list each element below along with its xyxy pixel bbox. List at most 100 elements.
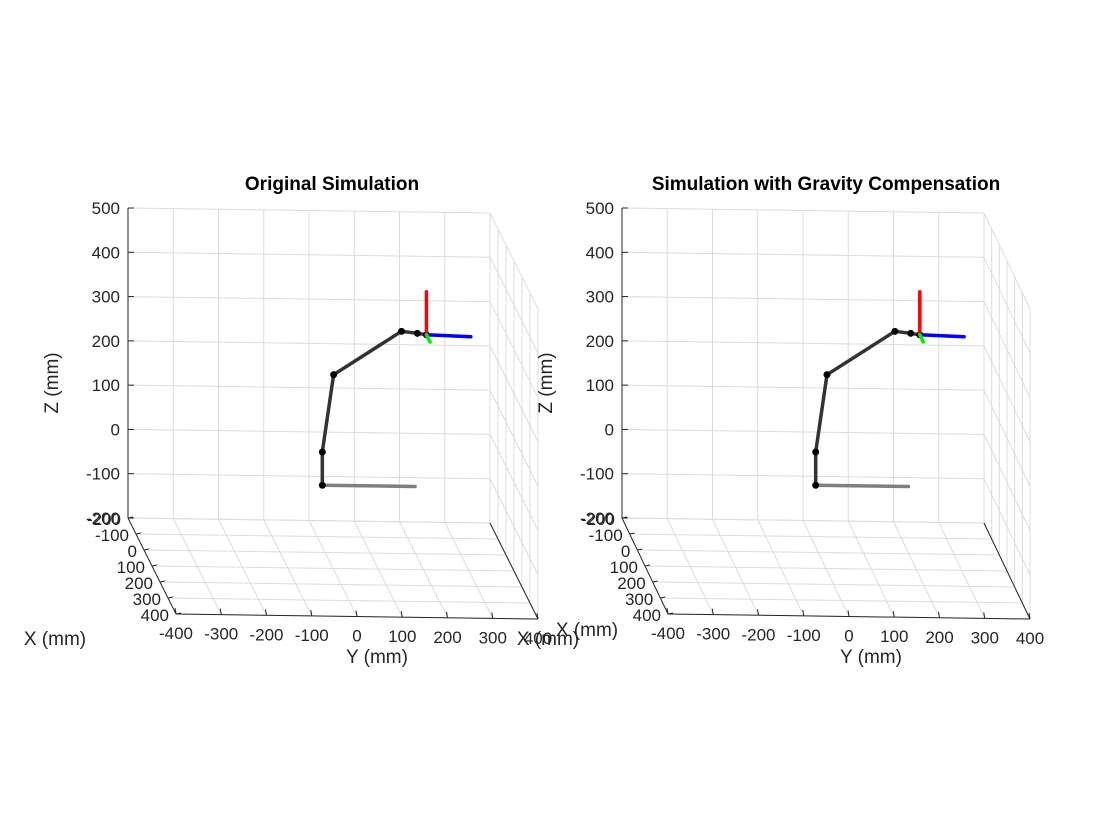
y-tick-mark xyxy=(802,609,805,616)
backwall-gridline-z xyxy=(621,207,985,214)
x-tick-mark xyxy=(127,516,134,519)
z-tick-label: 0 xyxy=(111,420,120,439)
y-tick-label: 0 xyxy=(352,627,361,646)
z-tick-label: -100 xyxy=(580,465,614,484)
y-tick-label: 100 xyxy=(388,627,416,646)
z-axis-label: Z (mm) xyxy=(42,352,63,413)
x-tick-label: 300 xyxy=(133,590,161,609)
z-tick-label: 300 xyxy=(586,288,614,307)
y-tick-mark xyxy=(400,611,403,618)
floor-gridline-x xyxy=(159,581,523,588)
y-tick-label: -400 xyxy=(159,624,193,643)
x-tick-mark xyxy=(667,612,674,615)
x-axis-label: X (mm) xyxy=(24,629,86,650)
joint-marker xyxy=(398,327,406,335)
y-tick-mark xyxy=(265,609,267,616)
floor-gridline-x xyxy=(637,549,1000,556)
sidewall-gridline-z xyxy=(489,257,539,354)
x-axis-label: X (mm) xyxy=(556,620,618,641)
y-tick-mark xyxy=(983,612,986,619)
backwall-gridline-z xyxy=(621,384,985,391)
y-tick-mark xyxy=(310,609,313,616)
y-tick-label: 0 xyxy=(844,627,853,646)
floor-gridline-x xyxy=(167,597,531,604)
z-tick-label: 400 xyxy=(92,243,120,262)
x-tick-mark xyxy=(151,564,158,567)
x-tick-mark xyxy=(143,548,150,551)
series-line-2 xyxy=(320,329,429,487)
x-tick-mark xyxy=(175,612,182,615)
backwall-gridline-z xyxy=(127,384,491,391)
joint-marker xyxy=(907,329,915,337)
y-tick-mark xyxy=(446,611,448,618)
sidewall-gridline-z xyxy=(983,257,1031,354)
series-line-2 xyxy=(813,329,922,487)
y-tick-label: 200 xyxy=(925,628,953,647)
x-tick-mark xyxy=(637,548,643,551)
x-tick-label: 0 xyxy=(621,542,630,561)
x-tick-label: 100 xyxy=(117,558,145,577)
sidewall-gridline-z xyxy=(983,478,1031,575)
x-tick-label: 100 xyxy=(610,558,638,577)
z-tick-label: 500 xyxy=(586,199,614,218)
z-tick-label: 100 xyxy=(586,376,614,395)
backwall-gridline-z xyxy=(621,251,985,258)
series-line-5 xyxy=(424,333,432,344)
x-tick-label: -200 xyxy=(87,510,121,529)
floor-gridline-x xyxy=(151,565,515,572)
y-tick-mark xyxy=(847,610,850,617)
backwall-gridline-z xyxy=(621,473,985,480)
joint-marker xyxy=(318,448,326,456)
sidewall-gridline-z xyxy=(983,345,1031,443)
x-tick-label: -100 xyxy=(95,526,129,545)
floor-gridline-x xyxy=(660,597,1023,604)
chart-panel-1: -200-1000100200300400500-200-10001002003… xyxy=(24,174,579,668)
y-tick-label: -100 xyxy=(787,626,821,645)
x-tick-label: 300 xyxy=(625,590,653,609)
y-tick-label: 300 xyxy=(971,628,999,647)
sidewall-gridline-z xyxy=(983,389,1031,487)
y-axis-label: Y (mm) xyxy=(840,647,902,668)
series-line-1 xyxy=(813,483,911,489)
floor-gridline-x xyxy=(135,533,499,540)
floor-edge-line xyxy=(983,522,1031,620)
y-tick-mark xyxy=(666,607,669,615)
x-tick-mark xyxy=(660,596,666,599)
z-axis-label: Z (mm) xyxy=(536,352,557,413)
series-line-1 xyxy=(320,483,417,489)
z-tick-label: 200 xyxy=(586,332,614,351)
x-tick-mark xyxy=(629,532,635,535)
joint-marker xyxy=(413,329,421,337)
y-tick-mark xyxy=(757,609,759,616)
y-tick-label: -100 xyxy=(295,626,329,645)
sidewall-gridline-z xyxy=(983,301,1031,398)
sidewall-gridline-z xyxy=(983,434,1031,531)
x-tick-mark xyxy=(159,580,166,583)
x-tick-mark xyxy=(167,596,174,599)
y-tick-mark xyxy=(711,608,714,615)
backwall-gridline-z xyxy=(127,340,491,347)
y-tick-mark xyxy=(491,612,494,619)
x-tick-label: -100 xyxy=(589,526,623,545)
z-tick-label: 0 xyxy=(605,420,614,439)
x-tick-label: 0 xyxy=(128,542,137,561)
floor-gridline-x xyxy=(644,565,1008,572)
sidewall-gridline-z xyxy=(489,434,539,531)
y-tick-label: 400 xyxy=(1016,629,1044,648)
floor-gridline-x xyxy=(629,533,992,540)
y-tick-mark xyxy=(892,611,895,618)
series-line-4 xyxy=(918,333,966,339)
y-tick-mark xyxy=(355,610,358,617)
x-tick-mark xyxy=(621,516,628,519)
z-tick-label: 400 xyxy=(586,243,614,262)
z-tick-label: -100 xyxy=(86,465,120,484)
backwall-gridline-z xyxy=(127,473,491,480)
backwall-gridline-z xyxy=(621,340,985,347)
joint-marker xyxy=(891,327,899,335)
sidewall-gridline-z xyxy=(983,212,1031,310)
y-tick-mark xyxy=(938,611,940,618)
floor-gridline-x xyxy=(143,549,507,556)
x-tick-mark xyxy=(652,580,658,583)
backwall-gridline-z xyxy=(127,296,491,303)
